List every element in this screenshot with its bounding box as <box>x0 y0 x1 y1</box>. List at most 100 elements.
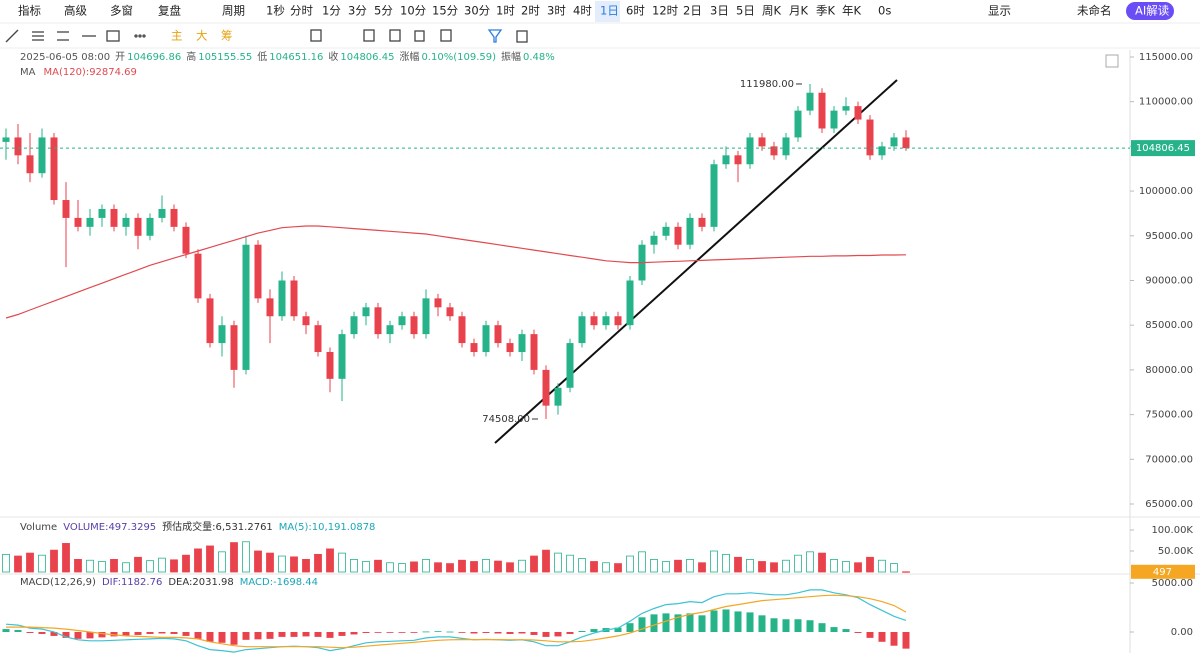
toolbar-item[interactable]: 分时 <box>290 4 313 18</box>
candle-body <box>674 226 682 245</box>
toolbar-item[interactable]: 15分 <box>432 4 459 18</box>
toolbar-item[interactable]: 复盘 <box>158 4 181 18</box>
y-tick-label: 5000.00 <box>1152 578 1193 589</box>
toolbar-item[interactable]: 3时 <box>547 4 566 18</box>
macd-bar <box>14 630 22 632</box>
toolbar-item[interactable]: 2时 <box>521 4 540 18</box>
legend-item: MA(5):10,191.0878 <box>279 522 376 533</box>
toolbar-item[interactable]: 12时 <box>652 4 679 18</box>
toolbar-item[interactable]: 5日 <box>736 4 755 18</box>
toolbar-item[interactable]: 1秒 <box>266 4 285 18</box>
toolbar-item[interactable]: 3日 <box>710 4 729 18</box>
trend-line[interactable] <box>494 79 898 444</box>
toolbar-item[interactable]: 多窗 <box>110 4 133 18</box>
toolbar-item[interactable]: 4时 <box>573 4 592 18</box>
volume-bar <box>50 549 58 573</box>
toolbar-item[interactable]: 月K <box>789 4 808 18</box>
toolbar-item[interactable]: 指标 <box>18 4 41 18</box>
candle-body <box>134 217 142 236</box>
toolbar-item[interactable]: 未命名 <box>1077 4 1112 18</box>
macd-bar <box>134 631 142 635</box>
macd-bar <box>242 631 250 640</box>
macd-bar <box>158 631 166 634</box>
toolbar-item[interactable]: 0s <box>878 4 891 18</box>
volume-bar <box>674 559 682 573</box>
toolbar-item[interactable]: 年K <box>842 4 861 18</box>
candle-body <box>770 146 778 156</box>
indicator-shortcut[interactable]: 筹 <box>221 29 233 43</box>
volume-bar <box>494 560 502 573</box>
volume-bar <box>758 561 766 573</box>
macd-bar <box>530 631 538 635</box>
macd-bar <box>878 631 886 642</box>
candle-body <box>86 217 94 227</box>
toolbar-item[interactable]: 周K <box>762 4 781 18</box>
legend-item: MACD:-1698.44 <box>240 577 318 588</box>
legend-item: Volume <box>20 522 57 533</box>
macd-bar <box>842 629 850 632</box>
info-label: 收 <box>328 50 338 63</box>
macd-bar <box>254 631 262 640</box>
drawing-tools[interactable] <box>5 29 528 43</box>
y-tick-label: 70000.00 <box>1145 454 1193 465</box>
toolbar-item[interactable]: 2日 <box>683 4 702 18</box>
volume-bar <box>422 558 430 573</box>
macd-bar <box>470 631 478 634</box>
y-tick-label: 90000.00 <box>1145 275 1193 286</box>
toolbar-item[interactable]: 显示 <box>988 4 1011 18</box>
indicator-shortcut[interactable]: 大 <box>196 29 208 43</box>
candle-body <box>530 334 538 370</box>
indicator-shortcut[interactable]: 主 <box>171 29 183 43</box>
volume-bar <box>734 556 742 573</box>
toolbar-item[interactable]: 1分 <box>322 4 341 18</box>
candle-body <box>578 316 586 344</box>
volume-bar <box>770 562 778 573</box>
toolbar-item[interactable]: 10分 <box>400 4 427 18</box>
toolbar-item[interactable]: 6时 <box>626 4 645 18</box>
volume-bar <box>890 563 898 573</box>
volume-bar <box>698 562 706 573</box>
candle-body <box>566 343 574 388</box>
info-value: 104806.45 <box>340 52 394 63</box>
macd-bar <box>794 619 802 632</box>
volume-bar <box>74 558 82 573</box>
candle-body <box>98 208 106 218</box>
macd-bar <box>710 610 718 632</box>
macd-bar <box>902 631 910 649</box>
info-value: 0.48% <box>523 52 555 63</box>
candle-body <box>74 217 82 227</box>
ai-button-bg[interactable] <box>1126 2 1174 20</box>
candle-body <box>386 325 394 335</box>
candle-body <box>710 164 718 227</box>
toolbar-item[interactable]: 季K <box>816 4 835 18</box>
volume-bar <box>566 554 574 573</box>
toolbar-item[interactable]: 周期 <box>222 4 245 18</box>
macd-bar <box>866 631 874 638</box>
candle-body <box>230 325 238 370</box>
toolbar-item[interactable]: 1时 <box>496 4 515 18</box>
volume-bar <box>338 552 346 573</box>
macd-bar <box>74 631 82 639</box>
macd-bar <box>218 631 226 643</box>
candle-body <box>194 253 202 299</box>
expand-icon[interactable] <box>1105 54 1119 68</box>
y-tick-label: 115000.00 <box>1139 52 1193 63</box>
volume-bar <box>542 549 550 573</box>
volume-bar <box>86 559 94 573</box>
macd-bar <box>494 631 502 634</box>
toolbar-item[interactable]: 3分 <box>348 4 367 18</box>
toolbar-item[interactable]: 5分 <box>374 4 393 18</box>
toolbar-item[interactable]: 1日 <box>600 4 619 18</box>
candle-body <box>830 110 838 129</box>
macd-bar <box>266 631 274 639</box>
candle-body <box>794 110 802 138</box>
toolbar-item[interactable]: AI解读 <box>1135 4 1170 18</box>
toolbar-item[interactable]: 高级 <box>64 4 87 18</box>
candle-body <box>890 137 898 147</box>
toolbar-item[interactable]: 30分 <box>464 4 491 18</box>
volume-bar <box>506 562 514 573</box>
macd-bar <box>698 615 706 632</box>
macd-bar <box>446 631 454 633</box>
candle-body <box>806 92 814 111</box>
macd-bar <box>410 631 418 633</box>
